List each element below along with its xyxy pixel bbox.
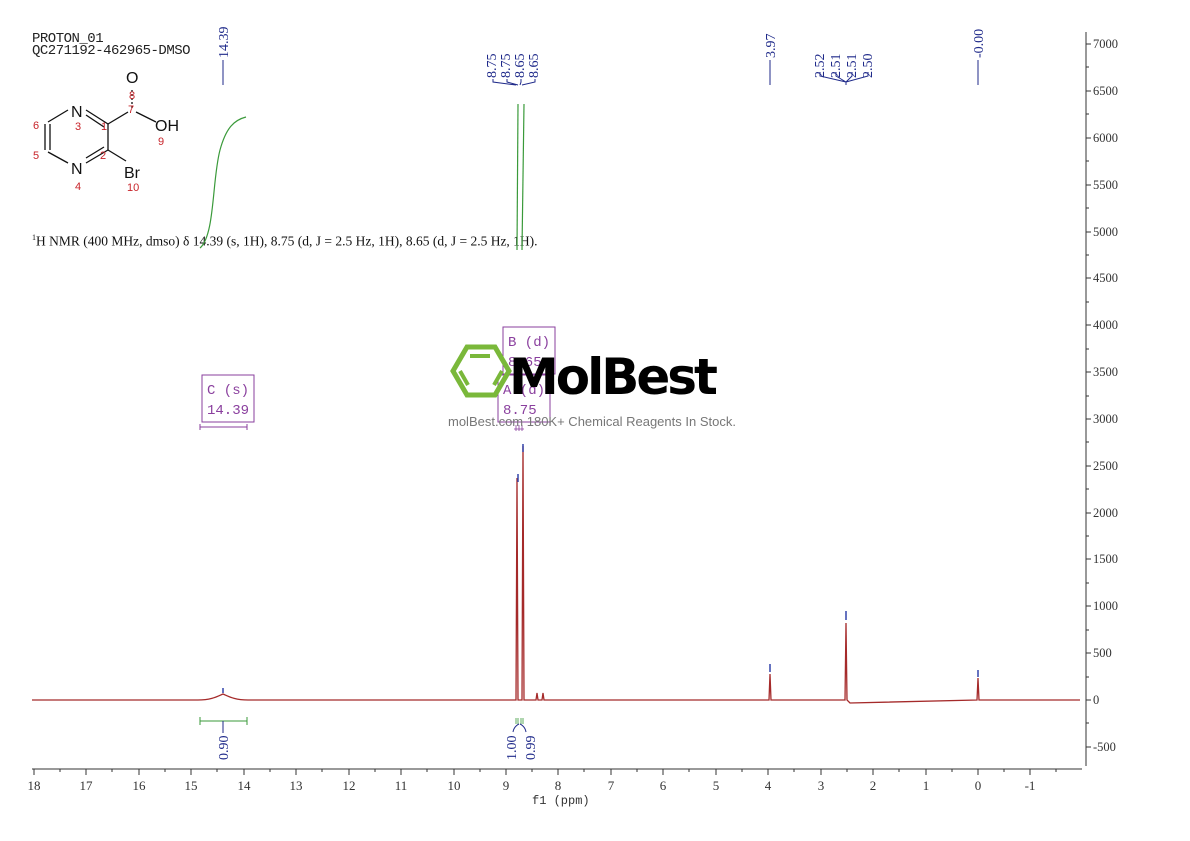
x-tick-12: 12 [343,778,356,793]
atom-index-7: 7 [128,104,134,116]
x-tick-6: 6 [660,778,667,793]
y-tick-4000: 4000 [1093,318,1118,332]
x-tick-3: 3 [818,778,825,793]
peak-label-8.75b: 8.75 [499,54,514,79]
multiplet-box-A: A (d) 8.75 [497,374,551,431]
integral-value-0.99: 0.99 [524,736,539,761]
x-tick-17: 17 [80,778,94,793]
integration-marks: 0.90 1.00 0.99 [199,717,539,761]
y-tick-6000: 6000 [1093,131,1118,145]
atom-index-6: 6 [33,120,39,132]
atom-index-2: 2 [100,150,106,162]
nmr-summary: 1H NMR (400 MHz, dmso) δ 14.39 (s, 1H), … [32,233,538,250]
atom-index-3: 3 [75,121,81,133]
y-tick-minus500: -500 [1093,740,1116,754]
x-tick-14: 14 [238,778,252,793]
x-tick-9: 9 [503,778,510,793]
isotope-superscript: 1 [32,233,36,242]
peak-label-3.97: 3.97 [764,34,779,59]
peak-label-2.52: 2.52 [813,54,828,79]
y-tick-4500: 4500 [1093,271,1118,285]
peak-label-2.50: 2.50 [861,54,876,79]
peak-label-14.39: 14.39 [217,27,232,59]
y-axis: 7000 6500 6000 5500 5000 4500 4000 3500 … [1085,32,1118,766]
x-axis-title: f1 (ppm) [532,794,590,808]
atom-OH9: OH [155,118,179,135]
x-tick-16: 16 [133,778,147,793]
atom-index-8: 8 [129,90,135,102]
multiplet-C-label: C (s) [207,383,249,399]
watermark-tagline: molBest.com 180K+ Chemical Reagents In S… [448,414,736,429]
molecule-structure [44,90,157,164]
benzene-logo-icon [450,344,512,398]
x-tick-1: 1 [923,778,930,793]
y-tick-2500: 2500 [1093,459,1118,473]
x-tick-0: 0 [975,778,982,793]
peak-label-8.65a: 8.65 [513,54,528,79]
y-tick-3500: 3500 [1093,365,1118,379]
multiplet-A-label: A (d) [503,383,545,399]
atom-N3: N [71,104,83,121]
integral-value-0.90: 0.90 [217,736,232,761]
experiment-name: PROTON_01 [32,31,104,47]
integral-value-1.00: 1.00 [505,736,520,761]
peak-label-8.65b: 8.65 [527,54,542,79]
y-tick-5500: 5500 [1093,178,1118,192]
multiplet-C-shift: 14.39 [207,403,249,419]
x-tick-10: 10 [448,778,461,793]
x-tick-5: 5 [713,778,720,793]
y-tick-7000: 7000 [1093,37,1118,51]
atom-index-9: 9 [158,136,164,148]
peak-label-8.75a: 8.75 [485,54,500,79]
x-tick-minus1: -1 [1025,778,1036,793]
y-tick-3000: 3000 [1093,412,1118,426]
atom-index-10: 10 [127,182,139,194]
x-tick-13: 13 [290,778,303,793]
multiplet-box-B: B (d) 8.65 [502,326,556,375]
atom-index-1: 1 [101,121,107,133]
watermark-brand: MolBest [509,348,717,406]
peak-label-0.00: -0.00 [972,29,987,58]
x-tick-4: 4 [765,778,772,793]
atom-index-4: 4 [75,181,81,193]
peak-label-2.51b: 2.51 [845,54,860,79]
spectrum-trace [32,445,1080,704]
multiplet-B-shift: 8.65 [508,355,542,371]
multiplet-A-shift: 8.75 [503,403,537,419]
molbest-watermark: MolBest molBest.com 180K+ Chemical Reage… [448,344,736,429]
peak-labels: 14.39 8.75 8.75 8.65 8.65 3.97 2.52 2.51… [217,27,987,86]
atom-index-5: 5 [33,150,39,162]
y-tick-1500: 1500 [1093,552,1118,566]
x-tick-7: 7 [608,778,615,793]
nmr-summary-text: H NMR (400 MHz, dmso) δ 14.39 (s, 1H), 8… [36,233,538,249]
x-tick-18: 18 [28,778,41,793]
sample-id: QC271192-462965-DMSO [32,43,191,59]
atom-O8: O [126,70,138,87]
x-axis: 18 17 16 15 14 13 12 11 10 9 8 7 6 5 4 3… [28,768,1082,808]
y-tick-2000: 2000 [1093,506,1118,520]
atom-Br10: Br [124,165,141,182]
peak-markers [222,444,979,693]
y-tick-500: 500 [1093,646,1112,660]
y-tick-0: 0 [1093,693,1099,707]
y-tick-5000: 5000 [1093,225,1118,239]
x-tick-11: 11 [395,778,408,793]
y-tick-6500: 6500 [1093,84,1118,98]
x-tick-15: 15 [185,778,198,793]
atom-N4: N [71,161,83,178]
peak-label-2.51a: 2.51 [829,54,844,79]
multiplet-B-label: B (d) [508,335,550,351]
integral-curves [199,103,525,251]
x-tick-8: 8 [555,778,562,793]
y-tick-1000: 1000 [1093,599,1118,613]
x-tick-2: 2 [870,778,877,793]
multiplet-box-C: C (s) 14.39 [199,374,255,430]
